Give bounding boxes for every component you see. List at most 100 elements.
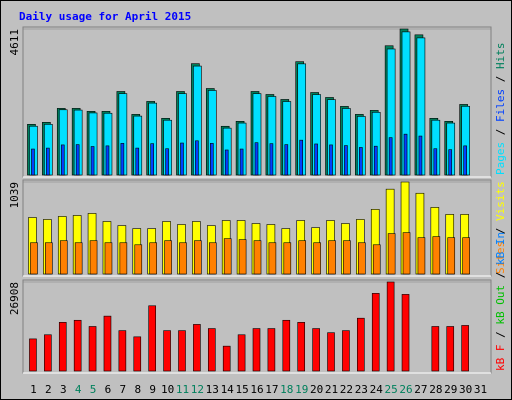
bar [179, 242, 187, 275]
y-max-label: 26908 [8, 282, 21, 315]
chart-title: Daily usage for April 2015 [19, 10, 191, 23]
x-tick-label: 7 [120, 383, 127, 396]
x-tick-label: 26 [399, 383, 412, 396]
bar [269, 143, 274, 176]
bar [431, 326, 440, 372]
bar [343, 240, 351, 275]
x-tick-label: 27 [414, 383, 427, 396]
bar [432, 236, 441, 275]
bar [120, 143, 125, 176]
bar [105, 145, 110, 176]
bar [284, 144, 289, 176]
legend-separator: / [494, 221, 507, 241]
bar [314, 143, 318, 176]
x-tick-label: 30 [459, 383, 472, 396]
bar [195, 140, 199, 176]
bar [60, 144, 65, 176]
x-tick-label: 23 [355, 383, 368, 396]
bar [46, 147, 50, 176]
bar [387, 233, 396, 275]
bar [433, 148, 438, 176]
bar [29, 338, 37, 372]
bar [74, 242, 83, 275]
y-max-label: 1039 [8, 182, 21, 209]
x-tick-label: 31 [474, 383, 487, 396]
x-tick-label: 16 [250, 383, 263, 396]
bar [133, 336, 142, 372]
legend: kB F / kB Out / kB In [494, 232, 507, 371]
legend-separator: / [494, 265, 507, 285]
bar [223, 238, 232, 275]
bar [252, 328, 261, 372]
bar [208, 242, 217, 275]
bar [45, 242, 53, 275]
bar [446, 326, 455, 372]
bar [224, 149, 229, 176]
x-tick-label: 20 [310, 383, 323, 396]
bar [253, 240, 262, 275]
x-tick-label: 1 [30, 383, 37, 396]
bar [254, 142, 259, 176]
bar [372, 244, 381, 275]
bar [312, 328, 320, 372]
bar [104, 242, 113, 275]
legend: Sites / Visits [494, 181, 507, 274]
x-tick-label: 29 [444, 383, 457, 396]
bar [150, 143, 154, 176]
x-tick-label: 28 [429, 383, 442, 396]
x-tick-label: 24 [370, 383, 384, 396]
bar [447, 237, 456, 275]
bar [73, 319, 82, 372]
x-tick-label: 6 [105, 383, 112, 396]
bar [238, 239, 247, 275]
bar [299, 139, 304, 176]
bar [344, 145, 348, 176]
bar [209, 143, 214, 176]
x-tick-label: 15 [235, 383, 248, 396]
x-tick-label: 18 [280, 383, 293, 396]
bar [327, 332, 335, 372]
bar [75, 144, 80, 176]
bar [222, 345, 231, 372]
bar [359, 147, 363, 176]
x-tick-label: 11 [176, 383, 189, 396]
bar [417, 237, 426, 275]
bar [149, 242, 157, 275]
x-tick-label: 25 [385, 383, 398, 396]
bar [119, 242, 128, 275]
legend-entry: kB Out [494, 285, 507, 325]
legend-separator: / [494, 122, 507, 142]
bar [298, 240, 307, 275]
bar [165, 148, 169, 176]
legend-entry: Files [494, 89, 507, 122]
bar [402, 232, 411, 275]
x-tick-label: 9 [149, 383, 156, 396]
legend-entry: Pages [494, 142, 507, 175]
legend-entry: kB In [494, 232, 507, 265]
bar [373, 145, 378, 176]
x-tick-label: 13 [206, 383, 219, 396]
legend-entry: Hits [494, 43, 507, 70]
legend-separator: / [494, 69, 507, 89]
legend: Pages / Files / Hits [494, 43, 507, 176]
bar [90, 146, 95, 176]
bar [401, 294, 410, 372]
bar [463, 145, 467, 176]
bar [297, 322, 306, 372]
bar [239, 148, 244, 176]
legend-entry: kB F [494, 345, 507, 372]
bar [313, 242, 321, 275]
x-tick-label: 10 [161, 383, 174, 396]
x-tick-label: 12 [191, 383, 204, 396]
bar [207, 328, 216, 372]
x-tick-label: 8 [134, 383, 141, 396]
bar [388, 137, 393, 176]
bar [267, 328, 276, 372]
x-tick-label: 14 [221, 383, 235, 396]
bar [163, 330, 171, 372]
bar [461, 325, 469, 372]
bar [329, 144, 333, 176]
bar [418, 135, 423, 176]
x-tick-label: 21 [325, 383, 338, 396]
